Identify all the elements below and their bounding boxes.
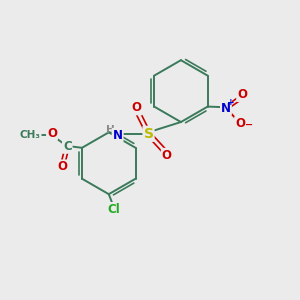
Text: CH₃: CH₃	[20, 130, 41, 140]
Text: H: H	[106, 125, 115, 135]
Text: +: +	[227, 98, 235, 107]
Text: −: −	[244, 120, 253, 130]
Text: O: O	[235, 117, 245, 130]
Text: S: S	[143, 127, 154, 141]
Text: C: C	[63, 140, 72, 153]
Text: O: O	[237, 88, 247, 101]
Text: Cl: Cl	[108, 203, 121, 216]
Text: O: O	[58, 160, 68, 173]
Text: N: N	[112, 129, 123, 142]
Text: N: N	[221, 101, 231, 115]
Text: O: O	[162, 149, 172, 162]
Text: O: O	[132, 101, 142, 114]
Text: O: O	[47, 127, 57, 140]
